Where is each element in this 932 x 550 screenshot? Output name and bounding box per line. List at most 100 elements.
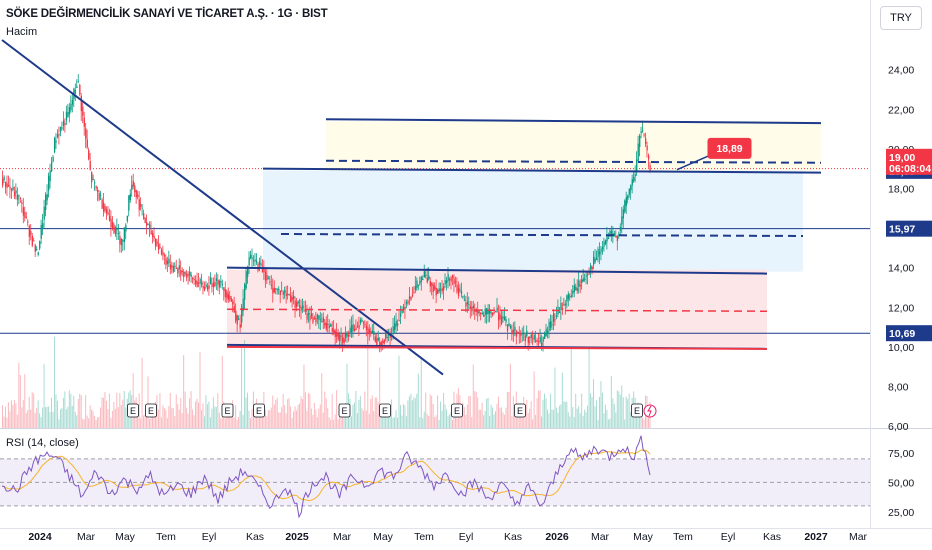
candle-body: [414, 285, 417, 291]
candle-body: [440, 289, 442, 291]
candle-body: [601, 246, 604, 250]
volume-bar: [414, 398, 416, 428]
volume-bar: [315, 409, 317, 428]
volume-bar: [241, 344, 243, 428]
candle-body: [284, 290, 286, 293]
candle-body: [596, 257, 598, 260]
candle-body: [113, 224, 115, 233]
volume-bar: [624, 419, 626, 428]
price-badge-10-69: [886, 325, 932, 342]
volume-bar: [460, 407, 462, 428]
candle-body: [114, 227, 117, 235]
candle-body: [238, 318, 240, 320]
candle-body: [244, 284, 246, 300]
candle-body: [221, 283, 224, 286]
volume-bar: [373, 411, 375, 428]
volume-bar: [391, 399, 393, 428]
volume-bar: [601, 392, 603, 428]
candle-body: [160, 249, 163, 255]
time-tick-label: Mar: [591, 531, 610, 543]
candle-body: [239, 324, 241, 328]
volume-bar: [100, 407, 102, 428]
candle-body: [24, 212, 26, 218]
candle-body: [541, 342, 543, 346]
candle-body: [600, 248, 602, 252]
candle-body: [591, 266, 593, 270]
volume-bar: [156, 395, 158, 428]
candle-body: [196, 281, 198, 287]
candle-body: [215, 278, 218, 281]
candle-body: [169, 264, 172, 270]
candle-body: [220, 281, 222, 283]
candle-body: [533, 335, 535, 340]
candle-body: [258, 261, 261, 265]
volume-bar: [492, 407, 494, 428]
volume-bar: [301, 398, 303, 428]
candle-body: [13, 191, 16, 197]
volume-bar: [475, 392, 477, 428]
volume-bar: [517, 417, 519, 428]
candle-body: [645, 137, 647, 144]
candle-body: [517, 332, 519, 334]
candle-body: [56, 134, 59, 138]
price-tick-label: 12,00: [888, 302, 914, 314]
volume-bar: [220, 418, 222, 428]
volume-bar: [434, 417, 436, 428]
candle-body: [453, 278, 455, 284]
candle-body: [521, 333, 524, 335]
volume-bar: [570, 349, 572, 428]
candle-body: [7, 185, 10, 187]
volume-bar: [211, 408, 213, 428]
volume-bar: [407, 400, 409, 428]
candle-body: [350, 325, 353, 333]
candle-body: [119, 235, 121, 245]
volume-bar: [291, 417, 293, 428]
candle-body: [175, 267, 178, 269]
volume-bar: [350, 416, 352, 428]
candle-body: [358, 324, 360, 330]
candle-body: [373, 331, 375, 335]
candle-body: [101, 199, 103, 209]
candle-body: [532, 338, 534, 340]
candle-body: [154, 238, 157, 247]
candle-body: [40, 224, 42, 239]
volume-bar: [450, 411, 452, 428]
candle-body: [625, 197, 627, 206]
candle-body: [172, 266, 175, 272]
volume-bar: [45, 406, 47, 428]
candle-body: [492, 312, 494, 316]
volume-bar: [71, 405, 73, 428]
volume-bar: [397, 417, 399, 428]
candle-body: [67, 111, 69, 118]
candle-body: [200, 282, 203, 285]
candle-body: [55, 140, 57, 143]
candle-body: [394, 323, 396, 330]
candle-body: [603, 241, 605, 247]
candle-body: [189, 271, 191, 276]
candle-body: [293, 295, 295, 299]
volume-bar: [619, 394, 621, 428]
volume-bar: [43, 364, 45, 428]
candle-body: [404, 306, 406, 310]
volume-bar: [330, 419, 332, 428]
volume-bar: [105, 400, 107, 428]
volume-bar: [471, 417, 473, 428]
volume-bar: [444, 404, 446, 428]
volume-bar: [58, 419, 60, 428]
candle-body: [484, 308, 486, 315]
volume-bar: [422, 418, 424, 428]
candle-body: [454, 281, 457, 283]
volume-bar: [511, 416, 513, 428]
candle-body: [361, 319, 363, 322]
volume-bar: [466, 404, 468, 428]
currency-selector[interactable]: TRY: [880, 6, 922, 30]
candle-body: [52, 156, 54, 162]
candle-body: [447, 274, 449, 281]
candle-body: [79, 84, 81, 95]
candle-body: [640, 131, 642, 134]
volume-bar: [405, 416, 407, 428]
volume-bar: [411, 400, 413, 428]
candle-body: [232, 301, 234, 305]
volume-bar: [91, 409, 93, 428]
